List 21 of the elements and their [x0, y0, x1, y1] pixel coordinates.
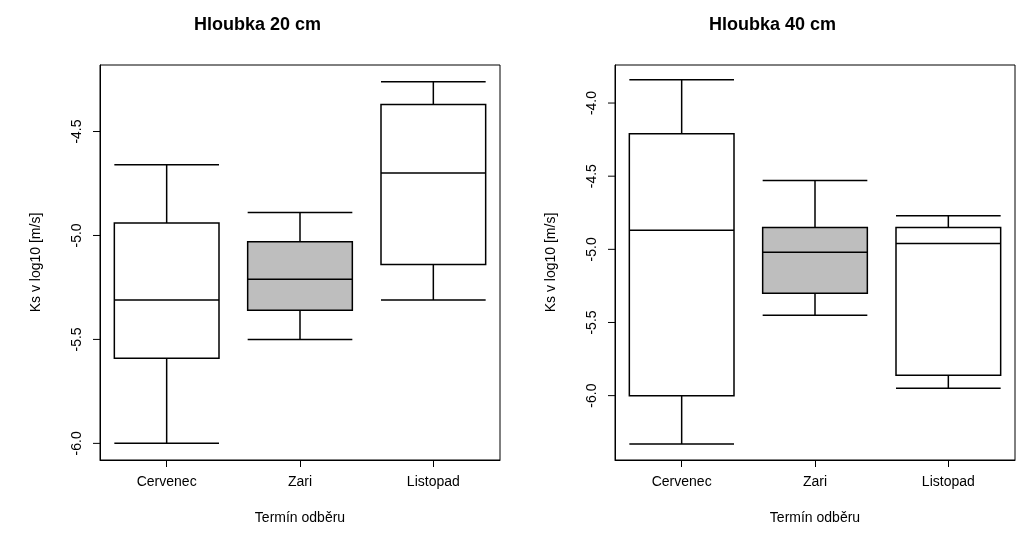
x-tick-label: Zari — [287, 473, 313, 489]
y-tick-label: -6.0 — [68, 431, 84, 456]
y-tick-label: -4.5 — [583, 163, 599, 189]
y-tick-label: -5.0 — [68, 223, 84, 248]
y-tick-label: -4.5 — [68, 119, 84, 144]
y-tick-label: -5.5 — [583, 310, 599, 335]
chart-title: Hloubka 20 cm — [193, 14, 322, 34]
x-tick-label: Cervenec — [136, 473, 197, 489]
y-tick-label: -6.0 — [583, 383, 599, 408]
chart-title: Hloubka 40 cm — [708, 14, 837, 34]
x-tick-label: Listopad — [921, 473, 975, 489]
y-axis-title: Ks v log10 [m/s] — [27, 212, 43, 313]
x-tick-label: Cervenec — [651, 473, 712, 489]
y-tick-label: -5.0 — [583, 237, 599, 262]
x-tick-label: Listopad — [406, 473, 460, 489]
y-axis-title: Ks v log10 [m/s] — [542, 212, 558, 313]
y-tick-label: -5.5 — [68, 327, 84, 352]
x-axis-title: Termín odběru — [769, 509, 861, 525]
x-axis-title: Termín odběru — [254, 509, 346, 525]
y-tick-label: -4.0 — [583, 90, 599, 116]
x-tick-label: Zari — [802, 473, 828, 489]
